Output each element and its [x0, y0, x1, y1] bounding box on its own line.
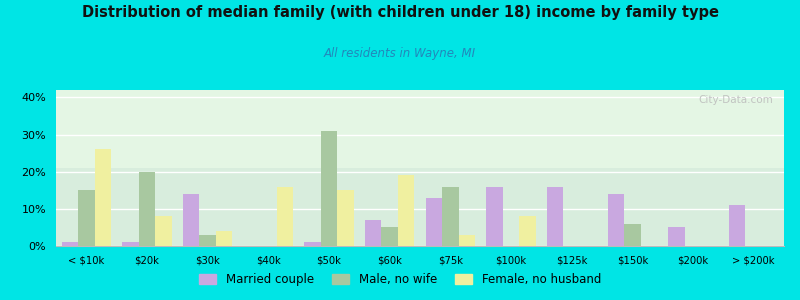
Bar: [624, 224, 641, 246]
Bar: [519, 216, 535, 246]
Text: Distribution of median family (with children under 18) income by family type: Distribution of median family (with chil…: [82, 4, 718, 20]
Bar: [382, 227, 398, 246]
Bar: [729, 205, 746, 246]
Bar: [78, 190, 94, 246]
Bar: [337, 190, 354, 246]
Bar: [486, 187, 503, 246]
Bar: [122, 242, 139, 246]
Bar: [608, 194, 624, 246]
Text: All residents in Wayne, MI: All residents in Wayne, MI: [324, 46, 476, 59]
Bar: [155, 216, 171, 246]
Bar: [426, 198, 442, 246]
Bar: [669, 227, 685, 246]
Bar: [216, 231, 232, 246]
Bar: [321, 131, 337, 246]
Bar: [277, 187, 293, 246]
Bar: [139, 172, 155, 246]
Bar: [305, 242, 321, 246]
Legend: Married couple, Male, no wife, Female, no husband: Married couple, Male, no wife, Female, n…: [194, 269, 606, 291]
Bar: [398, 176, 414, 246]
Text: City-Data.com: City-Data.com: [698, 95, 773, 105]
Bar: [365, 220, 382, 246]
Bar: [199, 235, 216, 246]
Bar: [547, 187, 563, 246]
Bar: [62, 242, 78, 246]
Bar: [94, 149, 111, 246]
Bar: [458, 235, 475, 246]
Bar: [183, 194, 199, 246]
Bar: [442, 187, 458, 246]
